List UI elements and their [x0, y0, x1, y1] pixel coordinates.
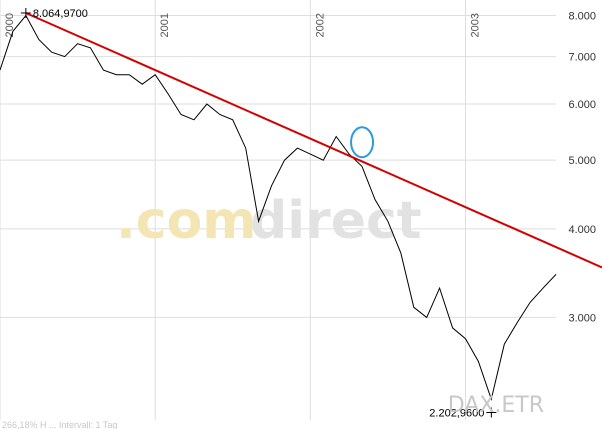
watermark-direct: direct [250, 191, 422, 251]
x-tick-label: 2002 [314, 13, 326, 37]
x-tick-label: 2000 [4, 13, 16, 37]
trendline [25, 12, 602, 269]
highlight-circle [350, 126, 375, 159]
symbol-label: DAX.ETR [448, 393, 544, 418]
x-tick-label: 2003 [469, 13, 481, 37]
series-line [0, 14, 557, 402]
grid [0, 0, 556, 420]
y-tick-label: 5.000 [568, 155, 596, 167]
footer-text: 266,18% H ... Intervall: 1 Tag [2, 420, 117, 429]
y-tick-label: 4.000 [568, 224, 596, 236]
low-marker [486, 407, 497, 418]
low-label: 2.202,9600 [429, 408, 484, 420]
y-axis-ticks: 8.000 7.000 6.000 5.000 4.000 3.000 [568, 10, 596, 324]
y-tick-label: 7.000 [568, 52, 596, 64]
watermark-com: .com [116, 191, 257, 251]
y-tick-label: 3.000 [568, 312, 596, 324]
watermark: .com direct [116, 191, 422, 251]
y-tick-label: 8.000 [568, 10, 596, 22]
high-label: 8.064,9700 [33, 8, 88, 20]
y-tick-label: 6.000 [568, 99, 596, 111]
high-marker [20, 7, 31, 18]
x-tick-label: 2001 [159, 13, 171, 37]
